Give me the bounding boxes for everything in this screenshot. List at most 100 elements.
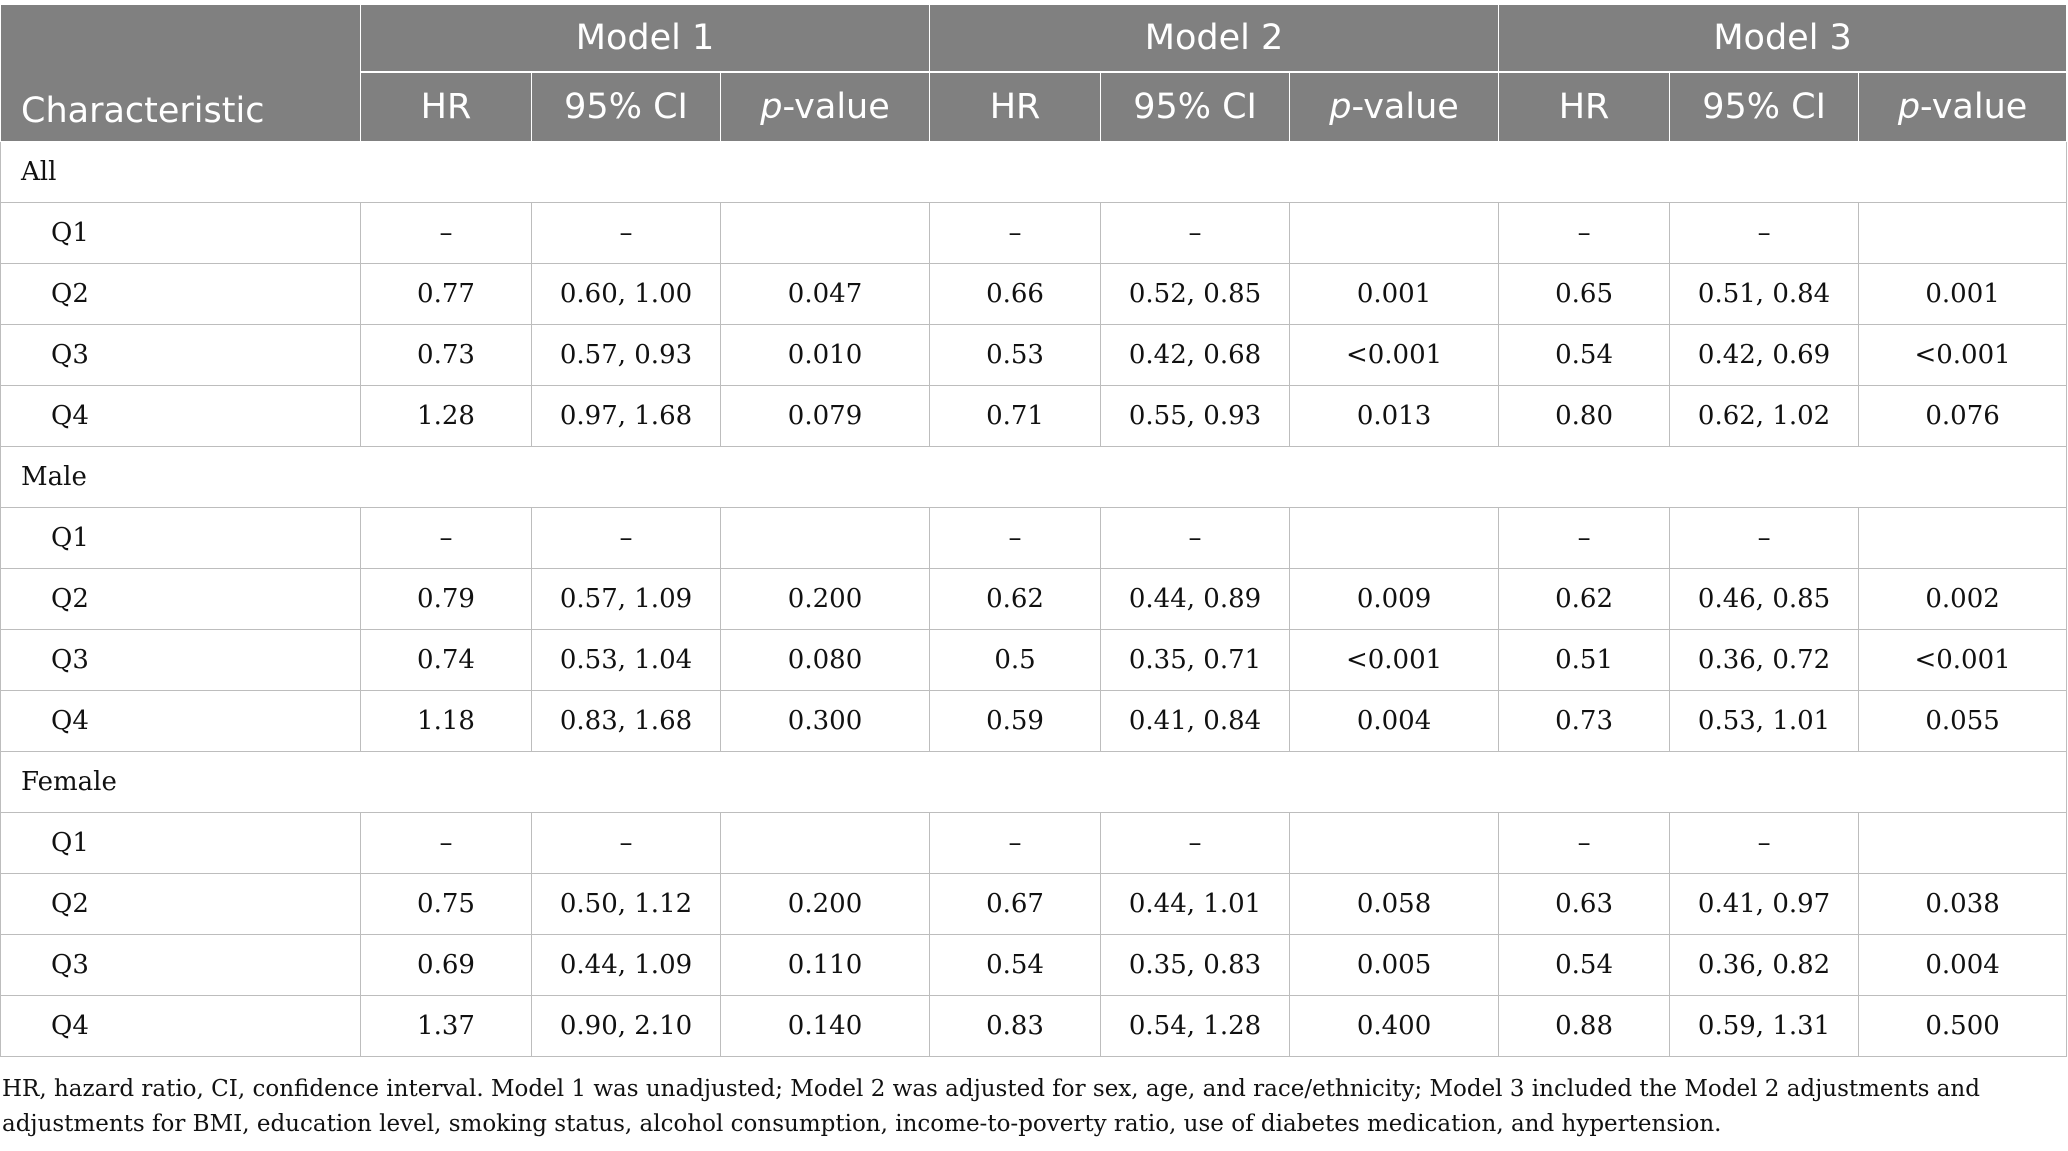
header-p-italic: p [1329,87,1352,127]
ci-cell: 0.57, 1.09 [531,568,721,630]
ci-cell: 0.90, 2.10 [531,995,721,1057]
p-value-cell: 0.058 [1289,873,1500,935]
p-value-cell [1289,202,1500,264]
hr-cell: 0.88 [1498,995,1671,1057]
table-row: Q1– – – – – – [0,507,2068,569]
table-row: Q2 0.79 0.57, 1.09 0.200 0.62 0.44, 0.89 0.009… [0,568,2068,630]
p-value-cell: <0.001 [1289,629,1500,691]
p-value-cell: <0.001 [1858,324,2068,386]
table-row: Q3 0.73 0.57, 0.93 0.010 0.53 0.42, 0.68 <0.00… [0,324,2068,386]
table-row: Q1– – – – – – [0,202,2068,264]
hr-cell: 0.74 [360,629,532,691]
ci-cell: 0.41, 0.97 [1669,873,1860,935]
ci-cell: – [1669,507,1860,569]
p-value-cell: 0.001 [1289,263,1500,325]
ci-cell: – [1669,202,1860,264]
ci-cell: 0.44, 1.09 [531,934,721,996]
ci-cell: – [1100,507,1291,569]
header-p-value: p-value [1858,71,2068,142]
header-p-italic: p [1897,87,1921,127]
p-value-cell: 0.055 [1858,690,2068,752]
p-value-cell: 0.005 [1289,934,1500,996]
group-row: All [0,141,2068,203]
p-value-cell: 0.140 [719,995,931,1057]
ci-cell: 0.97, 1.68 [531,385,721,447]
header-model-3: Model 3 [1498,4,2068,73]
header-ci: 95% CI [1669,71,1860,142]
hr-cell: 0.65 [1498,263,1671,325]
table-row: Q4 1.28 0.97, 1.68 0.079 0.71 0.55, 0.93 0.013… [0,385,2068,447]
p-value-cell [719,202,931,264]
ci-cell: 0.57, 0.93 [531,324,721,386]
ci-cell: 0.62, 1.02 [1669,385,1860,447]
hr-cell: 0.54 [1498,324,1671,386]
p-value-cell: <0.001 [1858,629,2068,691]
group-label: Male [0,446,2068,508]
ci-cell: 0.35, 0.71 [1100,629,1291,691]
header-hr: HR [929,71,1102,142]
table-row: Q2 0.75 0.50, 1.12 0.200 0.67 0.44, 1.01 0.058… [0,873,2068,935]
p-value-cell: 0.004 [1858,934,2068,996]
ci-cell: 0.55, 0.93 [1100,385,1291,447]
quartile-label: Q3 [0,934,361,996]
header-hr: HR [1498,71,1671,142]
p-value-cell: 0.200 [719,873,931,935]
p-value-cell: 0.013 [1289,385,1500,447]
hr-cell: 0.54 [1498,934,1671,996]
ci-cell: – [1669,812,1860,874]
ci-cell: 0.59, 1.31 [1669,995,1860,1057]
p-value-cell: 0.038 [1858,873,2068,935]
p-value-cell: <0.001 [1289,324,1500,386]
ci-cell: 0.51, 0.84 [1669,263,1860,325]
header-model-2: Model 2 [929,4,1500,73]
ci-cell: 0.46, 0.85 [1669,568,1860,630]
hr-cell: 0.80 [1498,385,1671,447]
hr-cell: 0.79 [360,568,532,630]
hr-cell: – [360,507,532,569]
hr-cell: – [360,202,532,264]
hr-cell: 0.71 [929,385,1102,447]
table-row: Q4 1.18 0.83, 1.68 0.300 0.59 0.41, 0.84 0.004… [0,690,2068,752]
ci-cell: – [531,202,721,264]
quartile-label: Q2 [0,568,361,630]
ci-cell: 0.60, 1.00 [531,263,721,325]
hr-cell: – [360,812,532,874]
hr-cell: – [1498,202,1671,264]
quartile-label: Q4 [0,995,361,1057]
p-value-cell: 0.400 [1289,995,1500,1057]
header-ci: 95% CI [531,71,721,142]
group-label: All [0,141,2068,203]
quartile-label: Q4 [0,385,361,447]
header-p-suffix: -value [1920,87,2028,127]
p-value-cell [719,507,931,569]
ci-cell: 0.44, 0.89 [1100,568,1291,630]
p-value-cell: 0.500 [1858,995,2068,1057]
hr-cell: 0.66 [929,263,1102,325]
hr-cell: 0.62 [929,568,1102,630]
hr-cell: 0.69 [360,934,532,996]
ci-cell: 0.44, 1.01 [1100,873,1291,935]
ci-cell: 0.42, 0.69 [1669,324,1860,386]
quartile-label: Q1 [0,202,361,264]
header-row-models: Characteristic Model 1 Model 2 Model 3 [0,4,2068,142]
ci-cell: 0.36, 0.82 [1669,934,1860,996]
ci-cell: 0.53, 1.01 [1669,690,1860,752]
quartile-label: Q1 [0,507,361,569]
p-value-cell [1858,202,2068,264]
hr-cell: – [929,507,1102,569]
table-body: All Q1– – – – – – Q2 0.77 0.60, 1.00 0.047 0.66 0.52… [0,141,2068,1057]
hr-cell: 1.37 [360,995,532,1057]
header-p-suffix: -value [1351,87,1459,127]
ci-cell: – [1100,812,1291,874]
p-value-cell: 0.080 [719,629,931,691]
hr-cell: 0.83 [929,995,1102,1057]
hr-cell: 0.67 [929,873,1102,935]
group-label: Female [0,751,2068,813]
table-container: Characteristic Model 1 Model 2 Model 3 H… [0,4,2068,1057]
p-value-cell: 0.001 [1858,263,2068,325]
ci-cell: 0.35, 0.83 [1100,934,1291,996]
hazard-ratio-table: Characteristic Model 1 Model 2 Model 3 H… [0,4,2068,1057]
p-value-cell: 0.200 [719,568,931,630]
p-value-cell: 0.002 [1858,568,2068,630]
p-value-cell: 0.010 [719,324,931,386]
